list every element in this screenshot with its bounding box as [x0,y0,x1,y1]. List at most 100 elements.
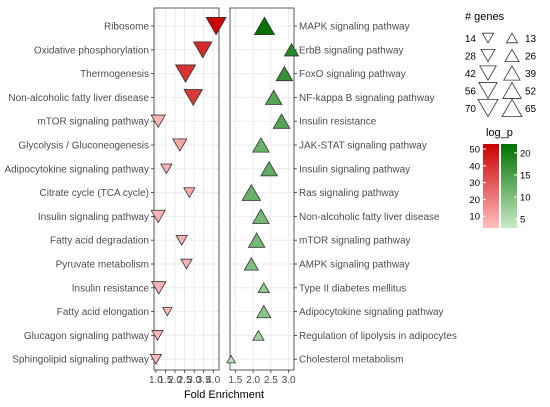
right-data-point [252,208,270,224]
right-x-tick-label: 2.5 [264,375,278,386]
right-data-point [272,113,291,129]
left-data-point [151,281,167,295]
right-data-point [275,65,294,82]
genes-legend-down-label: 28 [465,52,477,63]
left-data-point [183,187,196,199]
genes-size-legend: # genes 14 28 42 56 70 13 26 39 52 65 [465,11,537,118]
logp-green-tick-label: 20 [520,148,531,159]
logp-red-tick-label: 40 [469,161,480,172]
left-y-tick-label: Adipocytokine signaling pathway [4,164,149,175]
genes-legend-up-label: 39 [525,69,537,80]
left-x-tick-label: 2.0 [168,375,182,386]
left-data-point [161,307,173,317]
genes-legend-down-key [478,82,498,100]
left-data-point [151,330,164,342]
left-y-tick-label: mTOR signaling pathway [37,117,149,128]
logp-red-colorbar [483,144,499,228]
right-y-tick-label: AMPK signaling pathway [299,260,410,271]
right-data-point [260,160,279,177]
left-panel: 1.01.52.02.53.03.54.0 Ribosome Oxidative p… [4,7,227,386]
genes-legend-down-label: 70 [465,104,477,115]
right-y-tick-label: MAPK signaling pathway [299,22,410,33]
left-y-tick-label: Oxidative phosphorylation [34,45,149,56]
logp-red-tick-label: 10 [469,212,480,223]
genes-legend-up-label: 13 [525,34,537,45]
left-y-tick-label: Thermogenesis [80,69,149,80]
right-data-point [253,16,276,36]
right-y-tick-label: Adipocytokine signaling pathway [299,307,444,318]
left-x-tick-label: 3.0 [187,375,201,386]
right-data-point [241,183,262,201]
genes-legend-up-label: 26 [525,52,537,63]
right-data-point [243,257,260,271]
right-y-tick-label: JAK-STAT signaling pathway [299,141,427,152]
right-y-tick-label: mTOR signaling pathway [299,236,411,247]
left-data-point [150,209,166,224]
left-y-tick-label: Fatty acid degradation [50,236,149,247]
logp-green-colorbar [501,144,517,228]
right-y-tick-label: Insulin resistance [299,117,377,128]
right-panel: 1.5 2.0 2.5 3.0 MAPK signaling pathway ErbB s… [226,7,457,386]
right-x-tick-label: 2.0 [246,375,260,386]
logp-color-legend: log_p 50 40 30 20 10 20 15 10 5 [469,127,531,228]
right-y-tick-label: Cholesterol metabolism [299,355,404,366]
left-data-point [180,258,193,270]
right-data-point [256,304,272,319]
right-y-tick-label: Regulation of lipolysis in adipocytes [299,331,457,342]
left-y-tick-label: Pyruvate metabolism [56,260,149,271]
x-axis-title: Fold Enrichment [184,389,264,401]
left-y-tick-label: Citrate cycle (TCA cycle) [40,188,149,199]
right-data-point [257,282,271,294]
logp-red-tick-label: 20 [469,195,480,206]
genes-legend-up-label: 65 [525,104,537,115]
genes-legend-down-key [481,32,495,44]
genes-legend-up-label: 52 [525,87,537,98]
genes-legend-up-key [501,98,523,118]
logp-green-tick-label: 5 [520,215,525,226]
right-y-tick-label: FoxO signaling pathway [299,69,406,80]
left-data-point [172,138,188,152]
genes-legend-down-label: 14 [465,34,477,45]
genes-legend-down-label: 42 [465,69,477,80]
left-data-point [192,41,213,59]
genes-legend-up-key [505,32,519,44]
left-data-point [183,89,204,107]
right-data-point [264,89,283,105]
left-data-point [175,234,188,246]
genes-legend-down-key [479,65,497,81]
left-y-tick-label: Ribosome [104,22,149,33]
left-data-point [205,16,227,36]
left-y-tick-label: Non-alcoholic fatty liver disease [8,93,149,104]
genes-legend-up-key [503,65,521,81]
right-data-point [247,232,266,248]
genes-legend-up-key [504,48,520,63]
left-plot-border [153,7,220,371]
left-y-tick-label: Glycolysis / Gluconeogenesis [18,141,149,152]
left-x-tick-label: 1.0 [149,375,163,386]
genes-legend-title: # genes [465,11,505,23]
logp-red-tick-label: 50 [469,145,480,156]
genes-legend-down-key [477,98,499,118]
left-data-point [150,114,166,129]
left-x-tick-label: 2.5 [178,375,192,386]
left-x-tick-label: 3.5 [197,375,211,386]
right-plot-border [229,7,295,371]
right-data-point [226,354,236,364]
left-data-point [149,353,163,365]
genes-legend-down-label: 56 [465,87,477,98]
logp-red-tick-label: 30 [469,178,480,189]
left-data-point [160,163,173,175]
right-y-tick-label: NF-kappa B signaling pathway [299,93,435,104]
right-data-point [252,329,265,341]
right-data-point [283,42,300,57]
left-y-tick-label: Insulin resistance [72,283,150,294]
right-data-point [252,137,270,153]
left-data-point [174,64,197,84]
right-y-tick-label: Insulin signaling pathway [299,164,410,175]
right-y-tick-label: ErbB signaling pathway [299,45,404,56]
right-y-tick-label: Ras signaling pathway [299,188,399,199]
logp-green-tick-label: 15 [520,170,531,181]
right-y-tick-label: Type II diabetes mellitus [299,283,406,294]
